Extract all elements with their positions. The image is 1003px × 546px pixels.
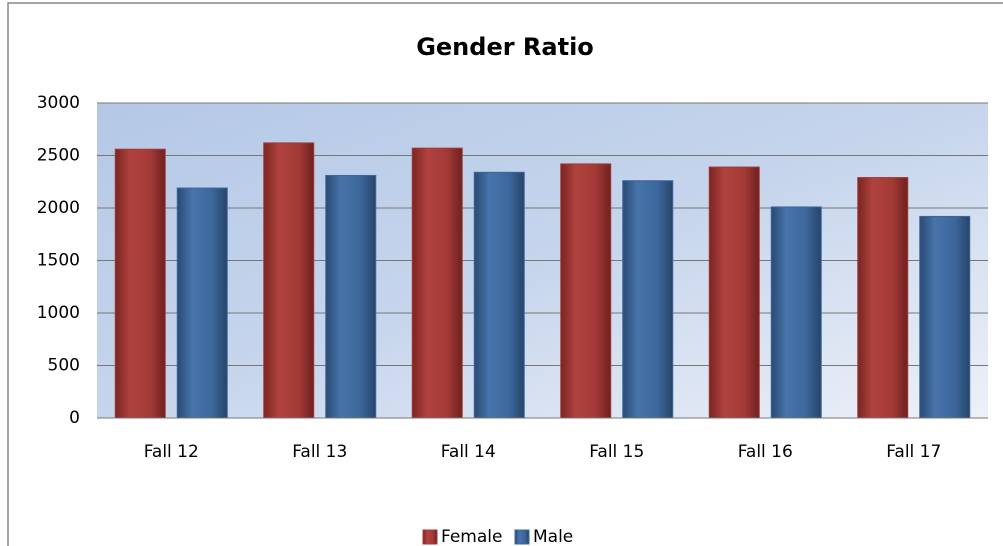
bar	[708, 166, 760, 419]
legend-swatch	[514, 529, 530, 545]
bar	[770, 206, 822, 419]
bar	[325, 174, 377, 419]
bar	[114, 148, 166, 419]
bar	[857, 177, 909, 419]
chart-border	[7, 2, 1003, 546]
bar	[176, 187, 228, 419]
bar	[622, 180, 674, 419]
bar	[919, 215, 971, 419]
x-tick-label: Fall 16	[738, 442, 793, 462]
x-tick-label: Fall 13	[292, 442, 347, 462]
y-tick-label: 500	[48, 356, 80, 376]
bar	[263, 142, 315, 419]
legend-swatch	[422, 529, 438, 545]
bar	[473, 171, 525, 419]
chart-title: Gender Ratio	[416, 33, 594, 61]
y-tick-label: 0	[69, 408, 80, 428]
legend-label: Female	[441, 527, 502, 546]
x-tick-label: Fall 15	[589, 442, 644, 462]
bar	[560, 163, 612, 419]
x-tick-label: Fall 17	[886, 442, 941, 462]
y-tick-label: 1000	[37, 303, 80, 323]
x-tick-label: Fall 12	[144, 442, 199, 462]
y-tick-label: 2000	[37, 198, 80, 218]
y-tick-label: 2500	[37, 146, 80, 166]
legend-label: Male	[533, 527, 573, 546]
bar	[411, 147, 463, 419]
y-tick-label: 1500	[37, 251, 80, 271]
y-tick-label: 3000	[37, 93, 80, 113]
x-tick-label: Fall 14	[441, 442, 496, 462]
